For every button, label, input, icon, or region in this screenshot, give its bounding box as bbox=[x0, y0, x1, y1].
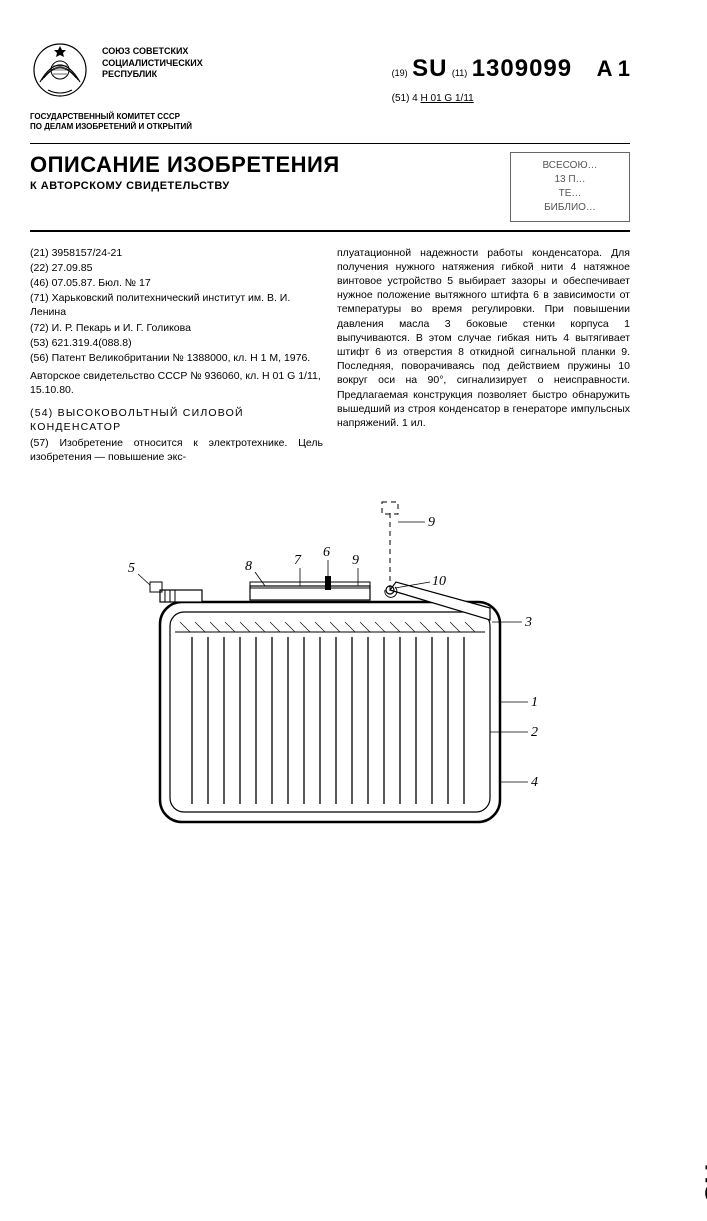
rule bbox=[30, 143, 630, 144]
fig-label-4: 4 bbox=[531, 775, 538, 790]
fig-label-2: 2 bbox=[531, 725, 538, 740]
fig-label-9b: 9 bbox=[352, 553, 359, 568]
country-code: SU bbox=[412, 55, 447, 82]
fig-label-8: 8 bbox=[245, 559, 252, 574]
doc-number-block: (19) SU (11) 1309099 A 1 (51) 4 H 01 G 1… bbox=[392, 55, 630, 104]
invention-title: (54) ВЫСОКОВОЛЬТНЫЙ СИЛОВОЙ КОНДЕНСАТОР bbox=[30, 406, 323, 434]
committee-line: ПО ДЕЛАМ ИЗОБРЕТЕНИЙ И ОТКРЫТИЙ bbox=[30, 122, 630, 132]
left-column: (21) 3958157/24-21 (22) 27.09.85 (46) 07… bbox=[30, 246, 323, 464]
ipc-prefix: (51) 4 bbox=[392, 93, 418, 104]
doc-number: 1309099 bbox=[472, 55, 572, 82]
field-72: (72) И. Р. Пекарь и И. Г. Голикова bbox=[30, 321, 323, 335]
fig-label-5: 5 bbox=[128, 561, 135, 576]
union-text: СОЮЗ СОВЕТСКИХ СОЦИАЛИСТИЧЕСКИХ РЕСПУБЛИ… bbox=[102, 40, 203, 81]
field-56b: Авторское свидетельство СССР № 936060, к… bbox=[30, 369, 323, 397]
title-main: ОПИСАНИЕ ИЗОБРЕТЕНИЯ bbox=[30, 152, 340, 178]
title-block: ОПИСАНИЕ ИЗОБРЕТЕНИЯ К АВТОРСКОМУ СВИДЕТ… bbox=[30, 152, 630, 222]
union-line: СОЦИАЛИСТИЧЕСКИХ bbox=[102, 58, 203, 70]
side-kind: A 1 bbox=[703, 980, 707, 1016]
header: СОЮЗ СОВЕТСКИХ СОЦИАЛИСТИЧЕСКИХ РЕСПУБЛИ… bbox=[30, 40, 630, 104]
biblio-columns: (21) 3958157/24-21 (22) 27.09.85 (46) 07… bbox=[30, 246, 630, 464]
field-21: (21) 3958157/24-21 bbox=[30, 246, 323, 260]
stamp-line: ВСЕСОЮ… bbox=[521, 159, 619, 173]
title-text: ОПИСАНИЕ ИЗОБРЕТЕНИЯ К АВТОРСКОМУ СВИДЕТ… bbox=[30, 152, 340, 192]
title-sub: К АВТОРСКОМУ СВИДЕТЕЛЬСТВУ bbox=[30, 180, 340, 192]
f57-prefix: (57) bbox=[30, 437, 49, 449]
side-number: 1309099 bbox=[703, 1049, 707, 1142]
stamp-line: 13 П… bbox=[521, 173, 619, 187]
field-22: (22) 27.09.85 bbox=[30, 261, 323, 275]
library-stamp: ВСЕСОЮ… 13 П… ТЕ… БИБЛИО… bbox=[510, 152, 630, 222]
fig-label-6: 6 bbox=[323, 545, 330, 560]
stamp-line: ТЕ… bbox=[521, 187, 619, 201]
f57-start: Изобретение относится к электротехнике. … bbox=[30, 437, 323, 463]
state-emblem bbox=[30, 40, 90, 100]
field-71: (71) Харьковский политехнический институ… bbox=[30, 291, 323, 319]
fig-label-1: 1 bbox=[531, 695, 538, 710]
f54-prefix: (54) bbox=[30, 407, 53, 419]
country-prefix: (19) bbox=[392, 68, 408, 78]
stamp-line: БИБЛИО… bbox=[521, 201, 619, 215]
fig-label-7: 7 bbox=[294, 553, 302, 568]
union-line: РЕСПУБЛИК bbox=[102, 69, 203, 81]
fig-label-3: 3 bbox=[524, 615, 532, 630]
ipc-code: H 01 G 1/11 bbox=[421, 93, 474, 104]
f54-text: ВЫСОКОВОЛЬТНЫЙ СИЛОВОЙ КОНДЕНСАТОР bbox=[30, 407, 244, 433]
committee: ГОСУДАРСТВЕННЫЙ КОМИТЕТ СССР ПО ДЕЛАМ ИЗ… bbox=[30, 112, 630, 133]
kind-code: A 1 bbox=[597, 56, 630, 81]
fig-label-9: 9 bbox=[428, 515, 435, 530]
field-53: (53) 621.319.4(088.8) bbox=[30, 336, 323, 350]
field-56a: (56) Патент Великобритании № 1388000, кл… bbox=[30, 351, 323, 365]
side-su: SU bbox=[699, 1164, 707, 1203]
rule-thick bbox=[30, 230, 630, 232]
side-doc-code: (19) SU (11) 1309099 A 1 bbox=[699, 980, 707, 1221]
union-line: СОЮЗ СОВЕТСКИХ bbox=[102, 46, 203, 58]
committee-line: ГОСУДАРСТВЕННЫЙ КОМИТЕТ СССР bbox=[30, 112, 630, 122]
abstract-start: (57) Изобретение относится к электротехн… bbox=[30, 436, 323, 464]
fig-label-10: 10 bbox=[432, 574, 446, 589]
field-46: (46) 07.05.87. Бюл. № 17 bbox=[30, 276, 323, 290]
figure: 5 8 7 6 9 9 10 3 bbox=[30, 482, 630, 862]
docnum-prefix: (11) bbox=[452, 68, 467, 78]
right-column: плуатационной надежности работы конденса… bbox=[337, 246, 630, 464]
